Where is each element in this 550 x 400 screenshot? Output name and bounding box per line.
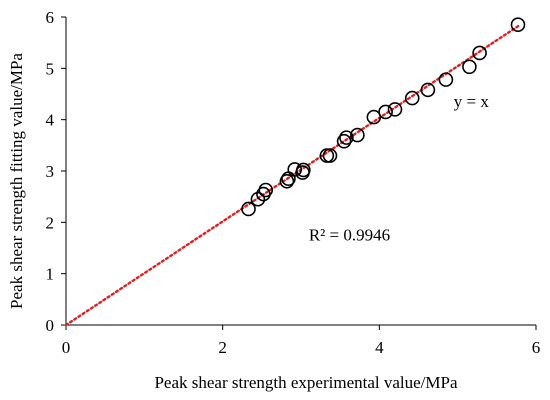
data-point: [241, 201, 256, 217]
data-point: [350, 127, 365, 143]
data-point: [287, 162, 303, 177]
x-axis-label: Peak shear strength experimental value/M…: [154, 373, 458, 392]
data-point: [322, 148, 338, 163]
data-point: [387, 102, 403, 117]
y-tick-label: 1: [46, 265, 55, 284]
plot-area: 0 2 4 6 0 1 2 3 4 5 6 y = x R² = 0.9946: [46, 8, 541, 357]
y-tick-label: 4: [46, 111, 55, 130]
data-point: [250, 191, 266, 207]
data-point: [336, 133, 352, 149]
data-point: [258, 182, 274, 198]
x-tick-group: 0 2 4 6: [62, 325, 541, 357]
data-point: [462, 59, 477, 75]
equation-annotation: y = x: [454, 92, 490, 111]
x-tick-label: 4: [375, 338, 384, 357]
data-point: [296, 162, 311, 178]
x-tick-label: 2: [218, 338, 227, 357]
y-tick-group: 0 1 2 3 4 5 6: [46, 8, 66, 335]
data-point: [420, 82, 436, 98]
data-point: [378, 104, 393, 120]
data-point: [510, 17, 526, 33]
x-tick-label: 0: [62, 338, 71, 357]
y-tick-label: 0: [46, 316, 55, 335]
x-tick-label: 6: [532, 338, 541, 357]
y-tick-label: 2: [46, 213, 55, 232]
y-tick-label: 6: [46, 8, 55, 27]
r-squared-annotation: R² = 0.9946: [309, 225, 390, 244]
y-tick-label: 5: [46, 59, 55, 78]
data-point: [438, 72, 454, 87]
data-point: [404, 90, 420, 106]
data-point: [472, 45, 487, 61]
data-point: [339, 130, 354, 145]
y-axis-label: Peak shear strength fitting value/MPa: [7, 53, 26, 309]
y-tick-label: 3: [46, 162, 55, 181]
data-point: [279, 173, 295, 189]
data-point: [366, 109, 382, 125]
data-point-group: [241, 17, 526, 217]
